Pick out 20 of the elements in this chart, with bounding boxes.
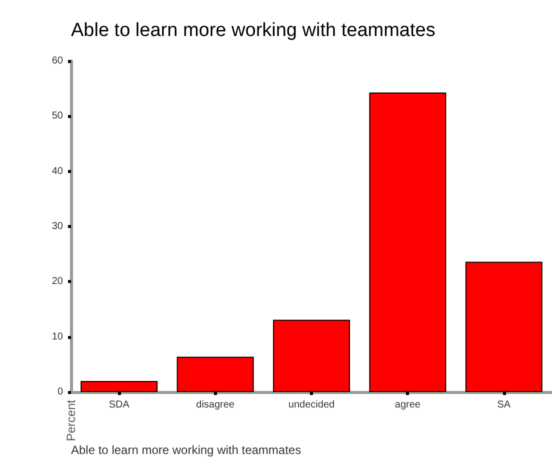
y-tick-label: 0: [57, 386, 64, 398]
bar: [465, 262, 542, 392]
x-tick-label: SA: [497, 400, 511, 410]
y-tick-label: 60: [52, 56, 64, 66]
y-axis-title: Percent: [64, 399, 78, 442]
x-tick-label: disagree: [196, 400, 235, 410]
x-tick-label: SDA: [108, 400, 130, 410]
bar: [273, 320, 350, 392]
y-tick-label: 10: [52, 331, 64, 342]
y-tick-label: 20: [52, 276, 64, 288]
x-tick-label: undecided: [288, 400, 335, 410]
x-tick-label: agree: [394, 400, 421, 410]
bar: [369, 92, 446, 392]
chart-title: Able to learn more working with teammates: [71, 20, 436, 41]
y-tick-label: 30: [52, 221, 64, 232]
bar: [80, 380, 158, 392]
y-tick-label: 40: [52, 166, 64, 177]
x-axis-title: Able to learn more working with teammates: [71, 443, 302, 457]
bar: [176, 356, 254, 392]
y-tick-label: 50: [52, 110, 64, 122]
